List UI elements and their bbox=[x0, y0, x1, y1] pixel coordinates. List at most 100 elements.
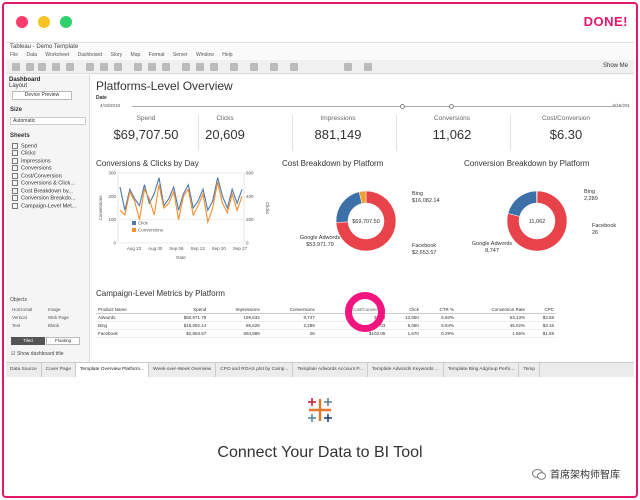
filter-icon[interactable] bbox=[344, 63, 352, 71]
highlight-icon[interactable] bbox=[182, 63, 190, 71]
column-header[interactable]: Conversions bbox=[261, 306, 317, 314]
show-dashboard-title-checkbox[interactable]: ☑ Show dashboard title bbox=[11, 351, 64, 357]
object-web-page[interactable]: Web Page bbox=[48, 315, 69, 320]
sheet-item-cost-breakdown[interactable]: Cost Breakdown by... bbox=[12, 188, 76, 195]
menu-worksheet[interactable]: Worksheet bbox=[45, 52, 70, 58]
objects-heading: Objects bbox=[10, 297, 27, 303]
series-line-conversions[interactable] bbox=[119, 182, 243, 225]
redo-icon[interactable] bbox=[38, 63, 46, 71]
donut-slice-google-adwords[interactable] bbox=[506, 190, 568, 252]
tooltip-icon[interactable] bbox=[270, 63, 278, 71]
donut-slice-bing[interactable] bbox=[507, 190, 537, 217]
object-vertical[interactable]: Vertical bbox=[12, 315, 27, 320]
title-bar: DONE! bbox=[4, 4, 636, 40]
swap-icon[interactable] bbox=[134, 63, 142, 71]
object-blank[interactable]: Blank bbox=[48, 323, 60, 328]
series-line-click[interactable] bbox=[119, 177, 243, 212]
menu-file[interactable]: File bbox=[10, 52, 19, 58]
save-icon[interactable] bbox=[52, 63, 60, 71]
tableau-logo-icon[interactable] bbox=[12, 63, 20, 71]
object-image[interactable]: Image bbox=[48, 307, 61, 312]
y-axis-label: Conversions bbox=[98, 195, 103, 221]
table-cell: 1,670 bbox=[387, 329, 421, 338]
device-preview-button[interactable]: Device Preview bbox=[12, 91, 72, 100]
sheet-item-conversions[interactable]: Conversions bbox=[12, 165, 76, 172]
tab-dashboard[interactable]: Dashboard bbox=[9, 77, 41, 83]
floating-button[interactable]: Floating bbox=[46, 337, 80, 345]
group-icon[interactable] bbox=[196, 63, 204, 71]
column-header[interactable]: CTR % bbox=[420, 306, 456, 314]
sheet-item-spend[interactable]: Spend bbox=[12, 143, 76, 150]
table-cell: Facebook bbox=[96, 329, 159, 338]
maximize-window-button[interactable] bbox=[60, 16, 72, 28]
sheet-tab[interactable]: Template Bing Adgroup Perfo... bbox=[444, 363, 520, 377]
label-icon[interactable] bbox=[210, 63, 218, 71]
object-horizontal[interactable]: Horizontal bbox=[12, 307, 33, 312]
sheet-item-conversion-breakdown[interactable]: Conversion Breakdo... bbox=[12, 195, 76, 202]
y2-axis-label: Clicks bbox=[265, 202, 270, 215]
close-window-button[interactable] bbox=[16, 16, 28, 28]
object-text[interactable]: Text bbox=[12, 323, 21, 328]
sheet-tab[interactable]: Temp bbox=[519, 363, 541, 377]
undo-icon[interactable] bbox=[26, 63, 34, 71]
column-header[interactable]: Spend bbox=[158, 306, 209, 314]
chart-icon[interactable] bbox=[290, 63, 298, 71]
sheet-item-clicks[interactable]: Clicks bbox=[12, 150, 76, 157]
menu-window[interactable]: Window bbox=[196, 52, 214, 58]
table-row[interactable]: Bing $16,082.14 86,628 2,289 $7.03 5,060 5.84%… bbox=[96, 321, 556, 330]
menu-map[interactable]: Map bbox=[130, 52, 141, 58]
sheet-tab[interactable]: Cover Page bbox=[42, 363, 77, 377]
fit-icon[interactable] bbox=[230, 63, 238, 71]
menu-data[interactable]: Data bbox=[26, 52, 38, 58]
column-header[interactable]: Conversion Rate bbox=[455, 306, 528, 314]
donut-slice-google-adwords[interactable] bbox=[335, 190, 397, 252]
show-me-button[interactable]: Show Me bbox=[602, 63, 628, 69]
table-cell: 6.93% bbox=[420, 313, 456, 322]
menu-help[interactable]: Help bbox=[222, 52, 233, 58]
cost-donut-chart[interactable]: $69,707.50 Google Adwords$53,971.79 Bing$1… bbox=[282, 169, 458, 267]
tiled-button[interactable]: Tiled bbox=[11, 337, 45, 345]
column-header[interactable]: CPC bbox=[527, 306, 556, 314]
table-row[interactable]: Adwords $50,971.79 199,632 8,747 $5.93 13,650… bbox=[96, 313, 556, 322]
date-filter-label: Date bbox=[96, 95, 107, 101]
sort-asc-icon[interactable] bbox=[148, 63, 156, 71]
date-slider-track[interactable] bbox=[132, 106, 620, 107]
y-tick-label: 300 bbox=[108, 171, 116, 176]
share-icon[interactable] bbox=[364, 63, 372, 71]
sheet-item-conversions-clicks[interactable]: Conversions & Click... bbox=[12, 180, 76, 187]
column-header[interactable]: Product Name bbox=[96, 306, 159, 314]
menu-format[interactable]: Format bbox=[148, 52, 165, 58]
duplicate-icon[interactable] bbox=[100, 63, 108, 71]
sort-desc-icon[interactable] bbox=[162, 63, 170, 71]
sheet-item-cost-conversion[interactable]: Cost/Conversion bbox=[12, 173, 76, 180]
tab-layout[interactable]: Layout bbox=[9, 83, 28, 89]
donut-slice-bing[interactable] bbox=[335, 191, 363, 223]
sheet-item-campaign-metrics[interactable]: Campaign-Level Met... bbox=[12, 203, 76, 210]
donut-slice-facebook[interactable] bbox=[358, 190, 367, 204]
table-row[interactable]: Facebook $2,653.57 594,889 26 $102.06 1,670 0.… bbox=[96, 329, 556, 338]
date-slider-handle-end[interactable] bbox=[449, 104, 454, 109]
sheet-item-impressions[interactable]: Impressions bbox=[12, 158, 76, 165]
table-cell: 8,747 bbox=[261, 313, 317, 322]
menu-server[interactable]: Server bbox=[172, 52, 188, 58]
add-data-icon[interactable] bbox=[66, 63, 74, 71]
fix-axes-icon[interactable] bbox=[250, 63, 258, 71]
size-select[interactable]: Automatic bbox=[10, 117, 86, 125]
sheet-tab[interactable]: Data Source bbox=[6, 363, 42, 377]
sheet-tab[interactable]: Week-over-Week Overview bbox=[149, 363, 217, 377]
date-slider-handle-start[interactable] bbox=[400, 104, 405, 109]
clear-icon[interactable] bbox=[114, 63, 122, 71]
sheet-tab[interactable]: CPO and ROAS plot by Camp... bbox=[216, 363, 294, 377]
minimize-window-button[interactable] bbox=[38, 16, 50, 28]
menu-dashboard[interactable]: Dashboard bbox=[77, 52, 103, 58]
menu-story[interactable]: Story bbox=[110, 52, 123, 58]
slice-value-label: 26 bbox=[592, 230, 598, 236]
new-sheet-icon[interactable] bbox=[86, 63, 94, 71]
column-header[interactable]: Impressions bbox=[208, 306, 262, 314]
line-chart[interactable]: 0 100 200 300 0 200 400 600 Aug 23 Aug 30 Sep 06 Se… bbox=[96, 169, 272, 267]
sheet-tab[interactable]: Template Overview Platform... bbox=[76, 363, 149, 377]
column-header[interactable]: Click bbox=[387, 306, 421, 314]
sheet-tab[interactable]: Template Adwords Keywords ... bbox=[368, 363, 444, 377]
sheet-tab[interactable]: Template Adwords Account P... bbox=[293, 363, 368, 377]
